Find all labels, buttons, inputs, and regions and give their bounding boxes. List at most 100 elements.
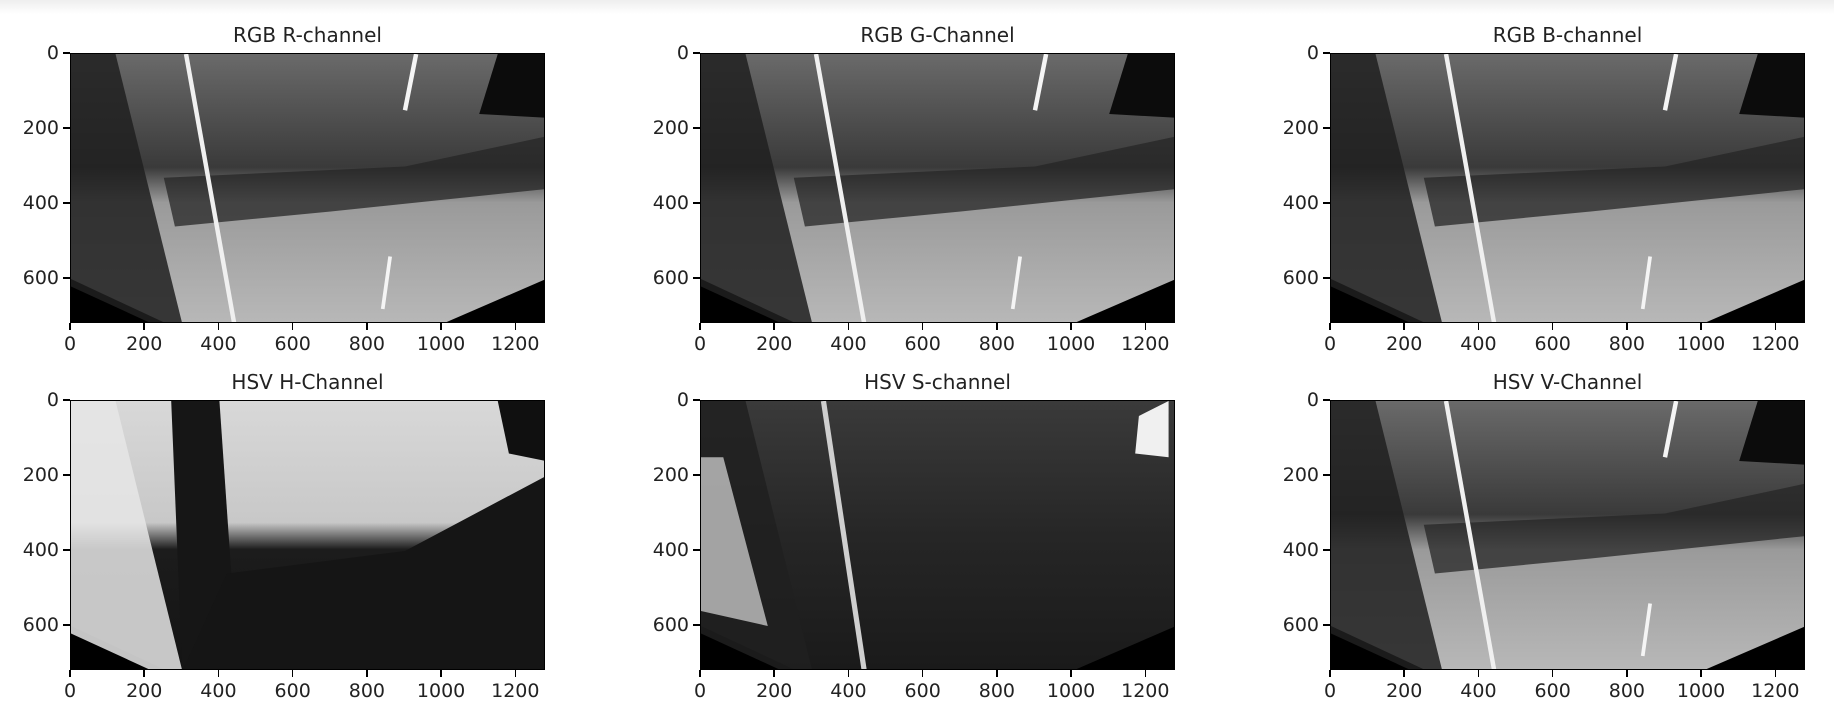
x-tick-label: 800 (1608, 333, 1646, 355)
x-tick (217, 323, 220, 330)
y-tick-label: 600 (22, 267, 59, 289)
y-tick-label: 0 (676, 42, 689, 64)
panel-title: RGB G-Channel (860, 23, 1015, 47)
x-tick-label: 600 (904, 333, 941, 355)
x-tick (921, 670, 924, 677)
y-tick-label: 400 (652, 192, 689, 214)
y-tick-label: 400 (652, 539, 689, 561)
x-tick-label: 400 (200, 333, 237, 355)
panel-hsv-v: HSV V-Channel 0 200 400 600 800 1000 1200 0 200 4… (1283, 370, 1805, 702)
x-tick-label: 0 (693, 680, 707, 702)
x-tick (366, 323, 368, 330)
x-tick-label: 400 (1460, 680, 1497, 702)
y-tick (1323, 624, 1330, 626)
panel-title: HSV V-Channel (1492, 370, 1643, 394)
x-tick (1329, 323, 1331, 330)
image-frame (70, 400, 545, 670)
y-tick-label: 200 (652, 464, 689, 486)
x-tick (773, 323, 775, 330)
y-tick-label: 200 (652, 117, 689, 139)
y-tick (1323, 277, 1330, 279)
x-tick (1551, 323, 1554, 330)
image-frame (70, 53, 545, 323)
x-tick (773, 670, 775, 677)
y-tick-label: 600 (22, 614, 59, 636)
x-tick-label: 800 (1608, 680, 1646, 702)
x-tick-label: 200 (126, 333, 163, 355)
y-tick-label: 400 (22, 539, 59, 561)
x-tick (1403, 670, 1405, 677)
x-tick-label: 200 (756, 680, 793, 702)
x-tick-label: 200 (126, 680, 163, 702)
x-tick (440, 670, 442, 677)
y-tick (63, 52, 70, 54)
x-tick (291, 323, 294, 330)
y-tick-label: 0 (1306, 42, 1319, 64)
x-tick-label: 800 (978, 680, 1016, 702)
panel-title: HSV H-Channel (231, 370, 384, 394)
channel-image (701, 401, 1174, 669)
x-tick-label: 0 (63, 333, 77, 355)
y-tick-label: 200 (22, 117, 59, 139)
x-tick (1477, 670, 1480, 677)
x-tick (1626, 670, 1628, 677)
x-tick (1477, 323, 1480, 330)
notebook-output-top-shadow (0, 0, 1834, 14)
y-tick (1323, 202, 1330, 204)
y-tick (63, 202, 70, 204)
y-tick (693, 277, 700, 279)
x-tick-label: 1000 (416, 333, 466, 355)
x-tick (1403, 323, 1405, 330)
x-tick-label: 400 (830, 333, 867, 355)
y-tick (1323, 399, 1330, 401)
x-tick (69, 670, 71, 677)
x-tick (514, 670, 517, 677)
y-tick (63, 277, 70, 279)
x-tick-label: 400 (830, 680, 867, 702)
y-tick (63, 399, 70, 401)
y-tick (693, 399, 700, 401)
panel-rgb-b: RGB B-channel 0 200 400 600 800 1000 1200 0 200 4… (1283, 23, 1805, 355)
channel-image (701, 54, 1174, 322)
y-tick (1323, 549, 1330, 551)
x-tick (847, 670, 850, 677)
x-tick (1551, 670, 1554, 677)
image-frame (700, 400, 1175, 670)
x-tick (921, 323, 924, 330)
y-tick-label: 400 (1282, 192, 1319, 214)
panel-rgb-r: RGB R-channel 0 200 400 600 800 1000 1200 0 200 4… (23, 23, 545, 355)
panel-title: RGB R-channel (233, 23, 382, 47)
x-tick (440, 323, 442, 330)
x-tick (699, 670, 701, 677)
image-frame (700, 53, 1175, 323)
x-tick-label: 0 (693, 333, 707, 355)
x-tick-label: 200 (756, 333, 793, 355)
x-tick (847, 323, 850, 330)
y-tick-label: 600 (1282, 614, 1319, 636)
x-tick (1329, 670, 1331, 677)
x-tick (1144, 323, 1147, 330)
x-tick (996, 670, 998, 677)
y-tick-label: 0 (676, 389, 689, 411)
x-tick (217, 670, 220, 677)
x-tick-label: 0 (1323, 333, 1337, 355)
x-tick-label: 400 (1460, 333, 1497, 355)
y-tick-label: 200 (1282, 117, 1319, 139)
x-tick (1774, 670, 1777, 677)
x-tick-label: 1200 (491, 333, 540, 355)
x-tick-label: 800 (348, 333, 386, 355)
y-tick (63, 127, 70, 129)
x-tick (514, 323, 517, 330)
y-tick-label: 0 (46, 42, 59, 64)
x-tick-label: 800 (348, 680, 386, 702)
y-tick (1323, 474, 1330, 476)
y-tick-label: 400 (1282, 539, 1319, 561)
x-tick (291, 670, 294, 677)
y-tick (1323, 52, 1330, 54)
channel-image (71, 401, 544, 669)
panel-rgb-g: RGB G-Channel 0 200 400 600 800 1000 1200 0 200 4… (653, 23, 1175, 355)
y-tick-label: 0 (46, 389, 59, 411)
image-frame (1330, 400, 1805, 670)
y-tick (693, 127, 700, 129)
x-tick (1144, 670, 1147, 677)
